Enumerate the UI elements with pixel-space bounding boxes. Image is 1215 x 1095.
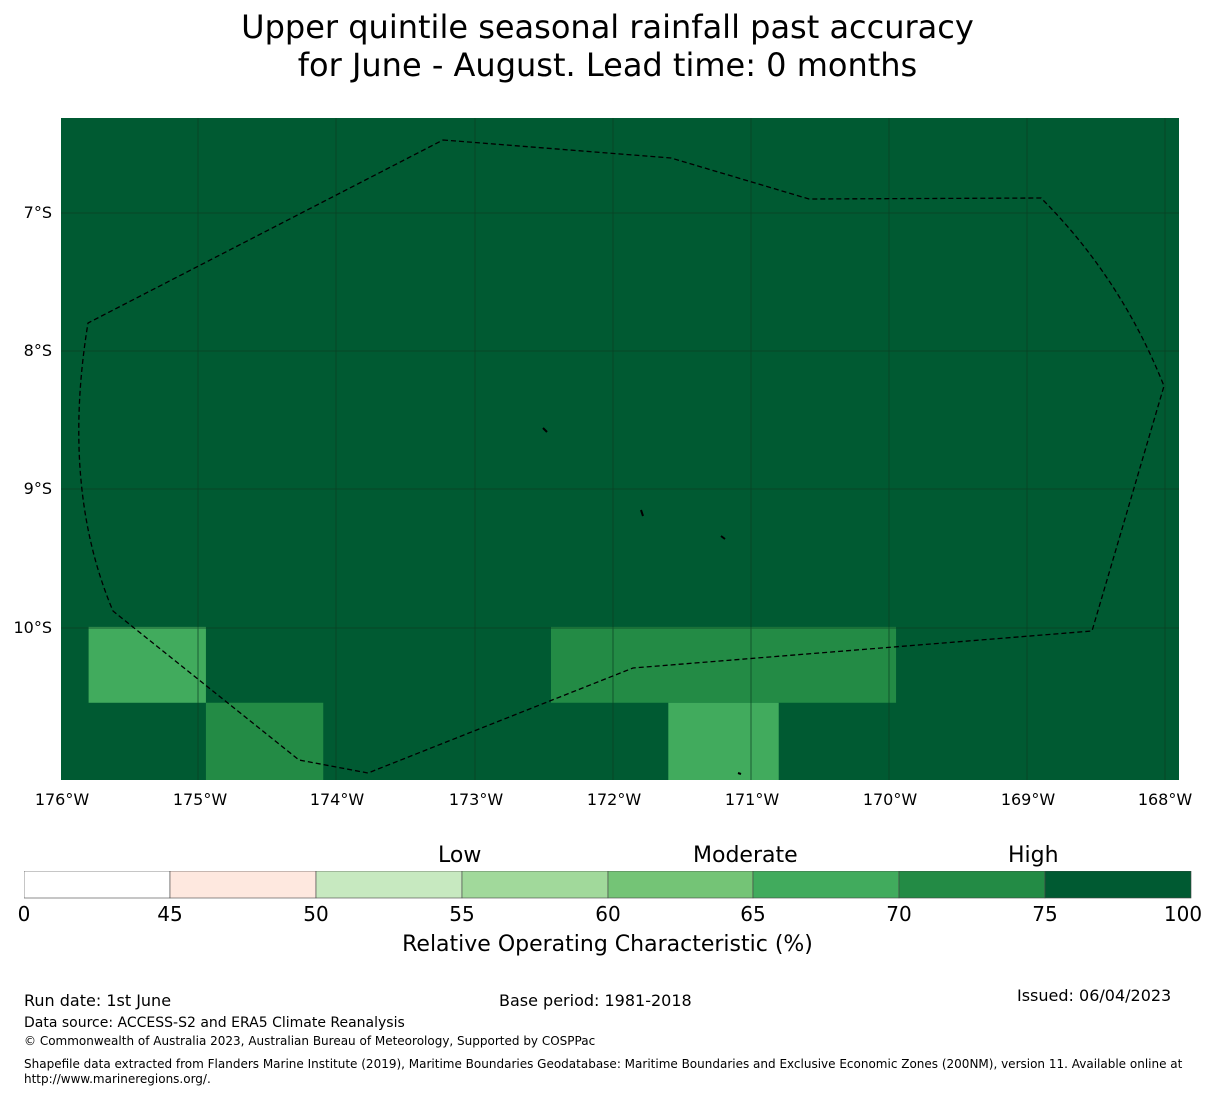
colorbar [24, 871, 1192, 899]
lon-label-173w: 173°W [448, 790, 504, 809]
lon-label-172w: 172°W [586, 790, 642, 809]
colorbar-swatch-70-75 [898, 871, 1046, 899]
lat-label-10s: 10°S [13, 618, 52, 637]
grid-cell-3 [668, 702, 779, 780]
colorbar-swatch-45-50 [169, 871, 317, 899]
colorbar-tick-60: 60 [595, 902, 621, 926]
lon-label-168w: 168°W [1137, 790, 1193, 809]
map-area [61, 118, 1179, 780]
colorbar-label-moderate: Moderate [693, 843, 798, 868]
colorbar-tick-50: 50 [303, 902, 329, 926]
lon-label-170w: 170°W [862, 790, 918, 809]
issued-date: Issued: 06/04/2023 [1017, 986, 1172, 1005]
colorbar-swatch-55-60 [461, 871, 609, 899]
map-title-line2: for June - August. Lead time: 0 months [297, 46, 918, 84]
lon-label-176w: 176°W [34, 790, 90, 809]
colorbar-axis-label: Relative Operating Characteristic (%) [402, 932, 813, 957]
map-title-line1: Upper quintile seasonal rainfall past ac… [241, 8, 974, 46]
colorbar-swatch-50-55 [315, 871, 463, 899]
grid-cell-1 [205, 702, 324, 780]
graticule [61, 118, 1179, 780]
colorbar-swatch-65-70 [752, 871, 900, 899]
base-period: Base period: 1981-2018 [499, 991, 692, 1010]
lat-label-7s: 7°S [23, 203, 52, 222]
lon-label-171w: 171°W [724, 790, 780, 809]
colorbar-tick-70: 70 [886, 902, 912, 926]
lat-label-9s: 9°S [23, 479, 52, 498]
colorbar-tick-65: 65 [740, 902, 766, 926]
colorbar-tick-45: 45 [157, 902, 183, 926]
shapefile-credit: Shapefile data extracted from Flanders M… [24, 1057, 1183, 1086]
colorbar-swatch-0-45 [24, 871, 171, 899]
lon-label-169w: 169°W [1000, 790, 1056, 809]
data-source: Data source: ACCESS-S2 and ERA5 Climate … [24, 1015, 405, 1031]
grid-cell-2 [550, 626, 897, 703]
colorbar-tick-0: 0 [17, 902, 31, 926]
grid-cell-0 [88, 626, 206, 703]
colorbar-tick-55: 55 [449, 902, 475, 926]
lon-label-174w: 174°W [309, 790, 365, 809]
island-marker [737, 772, 742, 775]
island-marker [542, 427, 548, 433]
colorbar-label-high: High [1008, 843, 1059, 868]
lat-label-8s: 8°S [23, 341, 52, 360]
run-date: Run date: 1st June [24, 991, 172, 1010]
island-marker [720, 535, 726, 540]
colorbar-tick-100: 100 [1163, 902, 1203, 926]
colorbar-tick-75: 75 [1032, 902, 1058, 926]
eez-boundary [78, 139, 1165, 774]
island-marker [640, 509, 644, 517]
copyright: © Commonwealth of Australia 2023, Austra… [24, 1034, 596, 1048]
colorbar-swatch-60-65 [607, 871, 754, 899]
colorbar-label-low: Low [438, 843, 482, 868]
cells-layer [88, 626, 897, 780]
lon-label-175w: 175°W [172, 790, 228, 809]
colorbar-swatch-75-100 [1044, 871, 1192, 899]
